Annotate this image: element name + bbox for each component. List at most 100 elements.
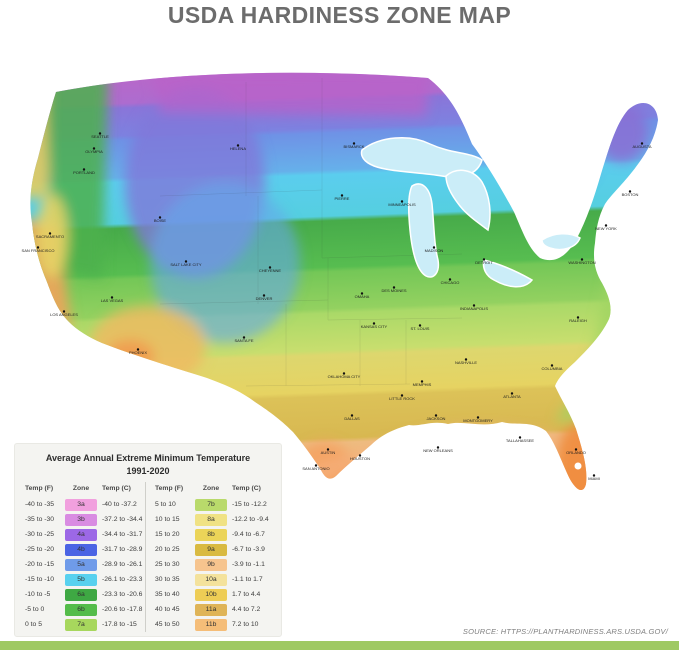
city-dot [576,316,580,319]
city-dot [400,200,404,203]
temp-f-value: -15 to -10 [25,576,55,584]
city-marker: MIAMI [588,474,600,481]
city-marker: ATLANTA [503,392,521,399]
city-label: MONTGOMERY [463,418,493,423]
city-marker: SEATTLE [91,132,109,139]
city-label: HOUSTON [350,456,370,461]
city-marker: SANTA FE [234,336,254,343]
city-marker: LITTLE ROCK [389,394,415,401]
city-dot [580,258,584,261]
temp-f-value: 25 to 30 [155,561,180,569]
usa-hardiness-map: SEATTLE OLYMPIA PORTLAND BOISE HELENA BISMARC… [10,68,670,530]
city-label: WASHINGTON [568,260,595,265]
zone-chip: 10b [195,588,227,601]
city-dot [372,322,376,325]
city-label: NEW YORK [595,226,617,231]
lake-ontario [541,233,581,251]
city-dot [36,246,40,249]
city-marker: AUSTIN [321,448,335,455]
legend-title-line1: Average Annual Extreme Minimum Temperatu… [45,453,251,463]
temp-f-value: 20 to 25 [155,546,180,554]
city-label: MINNEAPOLIS [388,202,416,207]
temp-c-value: 7.2 to 10 [232,621,259,629]
city-label: PIERRE [335,196,350,201]
city-label: MIAMI [588,476,600,481]
legend-header-right: Temp (F) Zone Temp (C) [155,482,275,495]
temp-f-value: -20 to -15 [25,561,55,569]
city-label: SAN ANTONIO [302,466,329,471]
legend-row: 10 to 15 8a -12.2 to -9.4 [155,512,275,527]
legend-table-right: Temp (F) Zone Temp (C) 5 to 10 7b -15 to -… [145,482,275,633]
city-label: COLUMBIA [542,366,563,371]
city-marker: INDIANAPOLIS [460,304,488,311]
city-marker: PHOENIX [129,348,147,355]
col-header-zone: Zone [72,485,90,493]
legend-row: -40 to -35 3a -40 to -37.2 [25,497,145,512]
city-label: SALT LAKE CITY [170,262,202,267]
city-label: KANSAS CITY [361,324,388,329]
lake-michigan [407,183,440,278]
temp-c-value: -6.7 to -3.9 [232,546,265,554]
city-label: BISMARCK [344,144,365,149]
temp-f-value: 45 to 50 [155,621,180,629]
legend-row: -5 to 0 6b -20.6 to -17.8 [25,602,145,617]
city-marker: PORTLAND [73,168,95,175]
zone-chip: 6a [65,588,97,601]
zone-chip: 4a [65,528,97,541]
city-dot [184,260,188,263]
legend-row: 45 to 50 11b 7.2 to 10 [155,617,275,632]
lake-huron [445,169,491,232]
city-dot [136,348,140,351]
overlay-phoenix-orange [106,340,154,372]
city-label: ST. LOUIS [411,326,430,331]
city-label: LITTLE ROCK [389,396,415,401]
temp-c-value: -9.4 to -6.7 [232,531,265,539]
temp-c-value: 1.7 to 4.4 [232,591,261,599]
map-svg: SEATTLE OLYMPIA PORTLAND BOISE HELENA BISMARC… [22,72,658,491]
col-header-zone: Zone [202,485,220,493]
city-label: JACKSON [427,416,446,421]
temp-f-value: 10 to 15 [155,516,180,524]
city-marker: ORLANDO [566,448,586,455]
legend-row: -30 to -25 4a -34.4 to -31.7 [25,527,145,542]
city-marker: DENVER [256,294,272,301]
temp-c-value: -26.1 to -23.3 [102,576,143,584]
city-dot [62,310,66,313]
overlay-great-basin-blue [150,183,300,343]
city-label: MEMPHIS [413,382,432,387]
legend-row: 5 to 10 7b -15 to -12.2 [155,497,275,512]
city-marker: DALLAS [344,414,360,421]
col-header-temp-f: Temp (F) [155,485,184,493]
city-dot [342,372,346,375]
city-marker: DETROIT [475,258,493,265]
legend-row: -25 to -20 4b -31.7 to -28.9 [25,542,145,557]
city-label: OLYMPIA [85,149,103,154]
legend-row: 15 to 20 8b -9.4 to -6.7 [155,527,275,542]
temp-f-value: -10 to -5 [25,591,51,599]
temp-c-value: -20.6 to -17.8 [102,606,143,614]
city-marker: HELENA [230,144,246,151]
legend-row: -20 to -15 5a -28.9 to -26.1 [25,557,145,572]
city-dot [314,464,318,467]
temp-f-value: 0 to 5 [25,621,43,629]
city-label: LAS VEGAS [101,298,124,303]
city-dot [550,364,554,367]
state-borders [159,78,463,387]
overlay-nw-coast [30,72,52,198]
legend-row: -15 to -10 5b -26.1 to -23.3 [25,572,145,587]
temp-c-value: -37.2 to -34.4 [102,516,143,524]
city-dot [518,436,522,439]
city-marker: OMAHA [355,292,370,299]
city-marker: NEW YORK [595,224,617,231]
city-dot [352,142,356,145]
legend-row: 35 to 40 10b 1.7 to 4.4 [155,587,275,602]
city-dot [420,380,424,383]
city-marker: NASHVILLE [455,358,477,365]
temp-c-value: -12.2 to -9.4 [232,516,269,524]
overlay-central-valley [36,194,68,278]
zone-chip: 10a [195,573,227,586]
city-label: ORLANDO [566,450,586,455]
city-label: LOS ANGELES [50,312,78,317]
zone-chip: 3a [65,498,97,511]
city-label: BOISE [154,218,167,223]
